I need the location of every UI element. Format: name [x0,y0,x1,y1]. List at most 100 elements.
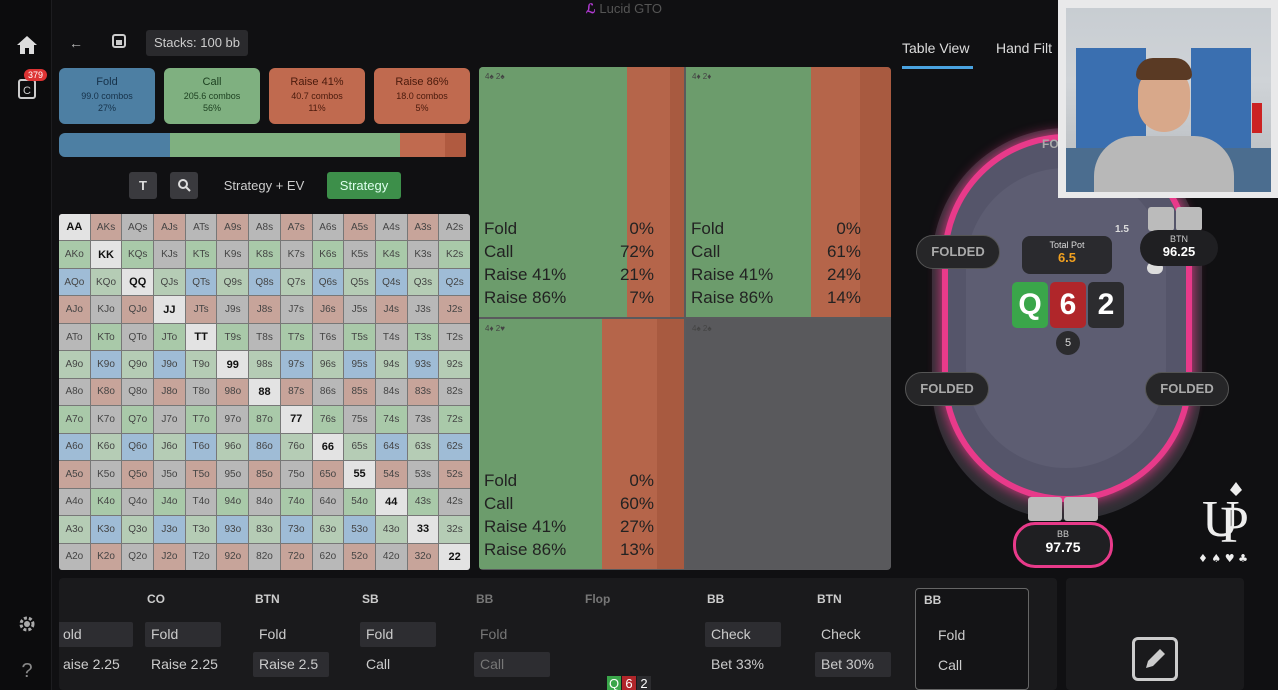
hand-cell[interactable]: 82s [439,378,470,406]
action-raise41-box[interactable]: Raise 41% 40.7 combos 11% [269,68,365,124]
hand-cell[interactable]: K6o [90,433,122,461]
hand-cell[interactable]: T8s [249,323,280,351]
hand-cell[interactable]: JTo [154,323,185,351]
hand-cell[interactable]: 66 [312,433,344,461]
hand-cell[interactable]: 42o [375,543,407,570]
hand-cell[interactable]: 76s [312,406,344,433]
hand-cell[interactable]: T2s [439,323,470,351]
hand-cell[interactable]: 83s [407,378,439,406]
save-icon[interactable] [107,33,131,53]
history-action[interactable]: Call [366,656,391,672]
history-action[interactable]: old [59,622,133,647]
hand-cell[interactable]: ATo [59,323,90,351]
hand-cell[interactable]: 64o [312,488,344,516]
hand-cell[interactable]: KTo [90,323,122,351]
tab-table-view[interactable]: Table View [902,40,970,56]
hand-cell[interactable]: J5o [154,461,185,488]
hand-cell[interactable]: 53o [344,516,375,543]
hand-cell[interactable]: K3o [90,516,122,543]
hand-cell[interactable]: 62s [439,433,470,461]
hand-cell[interactable]: T5s [344,323,375,351]
hand-cell[interactable]: 43s [407,488,439,516]
hand-cell[interactable]: A7s [280,214,312,241]
hand-cell[interactable]: 54o [344,488,375,516]
hand-cell[interactable]: J4o [154,488,185,516]
hand-cell[interactable]: 86s [312,378,344,406]
hand-cell[interactable]: 72s [439,406,470,433]
hand-cell[interactable]: 77 [280,406,312,433]
hand-cell[interactable]: K5s [344,241,375,268]
hand-cell[interactable]: A4s [375,214,407,241]
hand-cell[interactable]: 88 [249,378,280,406]
hand-cell[interactable]: 93o [217,516,249,543]
action-raise86-box[interactable]: Raise 86% 18.0 combos 5% [374,68,470,124]
help-icon[interactable]: ? [21,660,33,682]
hand-cell[interactable]: Q4s [375,268,407,296]
hand-cell[interactable]: 22 [439,543,470,570]
hand-cell[interactable]: 98s [249,351,280,378]
hand-cell[interactable]: 83o [249,516,280,543]
seat-hj-folded[interactable]: FOLDED [916,235,1000,269]
hand-cell[interactable]: 73o [280,516,312,543]
hand-cell[interactable]: 98o [217,378,249,406]
hand-cell[interactable]: T5o [185,461,217,488]
hand-cell[interactable]: Q3o [122,516,154,543]
hand-cell[interactable]: 55 [344,461,375,488]
hand-cell[interactable]: 84s [375,378,407,406]
texture-quad[interactable]: 4♦ 2♥ Fold 0% Call 60% Raise 41% 27% Raise 86%… [479,319,684,569]
hand-cell[interactable]: AJo [59,296,90,323]
hand-cell[interactable]: K8s [249,241,280,268]
history-action[interactable]: Fold [938,627,966,643]
hand-cell[interactable]: J4s [375,296,407,323]
hand-cell[interactable]: K7o [90,406,122,433]
hand-cell[interactable]: K2s [439,241,470,268]
hand-cell[interactable]: 44 [375,488,407,516]
texture-quad[interactable]: 4♠ 2♠ Fold 0% Call 72% Raise 41% 21% Raise 86%… [479,67,684,317]
hand-cell[interactable]: Q6o [122,433,154,461]
tab-hand-filters[interactable]: Hand Filt [996,40,1053,56]
hand-cell[interactable]: J2o [154,543,185,570]
hand-cell[interactable]: T6o [185,433,217,461]
hand-cell[interactable]: 94o [217,488,249,516]
hand-cell[interactable]: 32s [439,516,470,543]
hand-cell[interactable]: T8o [185,378,217,406]
history-action[interactable]: Bet 30% [815,652,891,677]
hand-cell[interactable]: AQs [122,214,154,241]
history-column[interactable]: old aise 2.25 [59,578,159,690]
seat-lj-folded[interactable]: FOLDED [905,372,989,406]
texture-quad[interactable]: 4♦ 2♦ Fold 0% Call 61% Raise 41% 24% Raise 86%… [686,67,891,317]
hand-cell[interactable]: 76o [280,433,312,461]
hand-cell[interactable]: 94s [375,351,407,378]
hand-cell[interactable]: KJo [90,296,122,323]
hand-cell[interactable]: A3s [407,214,439,241]
hand-cell[interactable]: 84o [249,488,280,516]
history-column[interactable]: BB Fold Call [474,578,576,690]
hand-cell[interactable]: A5o [59,461,90,488]
hand-cell[interactable]: A6s [312,214,344,241]
hand-cell[interactable]: Q5s [344,268,375,296]
history-action[interactable]: Check [821,626,861,642]
hand-cell[interactable]: Q7o [122,406,154,433]
hand-cell[interactable]: T4o [185,488,217,516]
edit-pencil-button[interactable] [1132,637,1178,681]
hand-cell[interactable]: Q3s [407,268,439,296]
hand-cell[interactable]: KQs [122,241,154,268]
hand-cell[interactable]: 65s [344,433,375,461]
hand-cell[interactable]: QQ [122,268,154,296]
hand-cell[interactable]: K9o [90,351,122,378]
action-fold-box[interactable]: Fold 99.0 combos 27% [59,68,155,124]
player-bb-hero[interactable]: BB 97.75 [1013,522,1113,568]
hand-cell[interactable]: Q4o [122,488,154,516]
hand-cell[interactable]: 52o [344,543,375,570]
hand-cell[interactable]: J6s [312,296,344,323]
hand-cell[interactable]: T4s [375,323,407,351]
hand-cell[interactable]: A2o [59,543,90,570]
hand-cell[interactable]: T2o [185,543,217,570]
hand-cell[interactable]: 87s [280,378,312,406]
hand-cell[interactable]: A7o [59,406,90,433]
history-action[interactable]: Call [474,652,550,677]
history-column[interactable]: BB Check Bet 33% [705,578,807,690]
strategy-tab[interactable]: Strategy [327,172,401,199]
hand-cell[interactable]: J3o [154,516,185,543]
hand-cell[interactable]: JJ [154,296,185,323]
